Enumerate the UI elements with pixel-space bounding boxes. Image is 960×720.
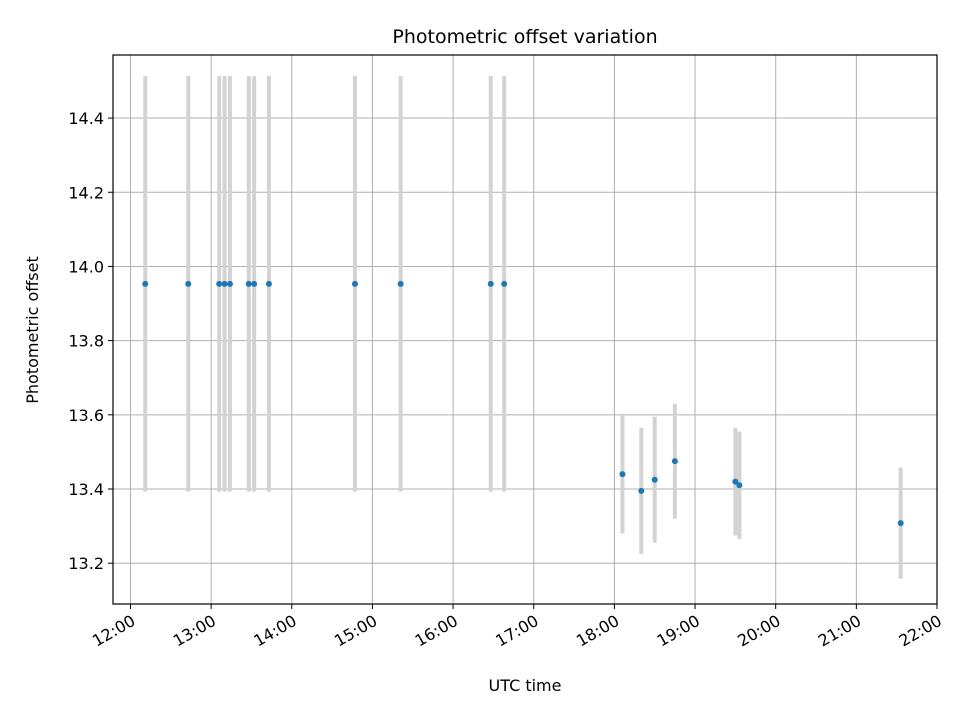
data-point — [487, 280, 494, 287]
data-point — [638, 487, 645, 494]
y-tick-label: 14.0 — [68, 257, 104, 276]
y-tick-label: 13.4 — [68, 480, 104, 499]
data-point — [185, 280, 192, 287]
data-points — [142, 280, 904, 527]
y-tick-label: 13.6 — [68, 406, 104, 425]
chart-title: Photometric offset variation — [392, 26, 657, 48]
data-point — [501, 280, 508, 287]
data-point — [897, 520, 904, 527]
data-point — [251, 280, 258, 287]
data-point — [142, 280, 149, 287]
data-point — [265, 280, 272, 287]
data-point — [619, 471, 626, 478]
data-point — [651, 476, 658, 483]
data-point — [736, 482, 743, 489]
data-point — [732, 478, 739, 485]
data-point — [671, 458, 678, 465]
y-axis-label: Photometric offset — [23, 256, 42, 404]
data-point — [226, 280, 233, 287]
y-tick-label: 13.2 — [68, 554, 104, 573]
data-point — [351, 280, 358, 287]
y-tick-label: 14.2 — [68, 183, 104, 202]
y-tick-label: 14.4 — [68, 109, 104, 128]
data-point — [397, 280, 404, 287]
data-point — [216, 280, 223, 287]
data-point — [245, 280, 252, 287]
plot-frame — [112, 54, 938, 605]
data-point — [221, 280, 228, 287]
y-tick-label: 13.8 — [68, 332, 104, 351]
x-axis-label: UTC time — [489, 676, 562, 695]
y-axis: 13.2 13.4 13.6 13.8 14.0 14.2 14.4 — [68, 109, 113, 573]
